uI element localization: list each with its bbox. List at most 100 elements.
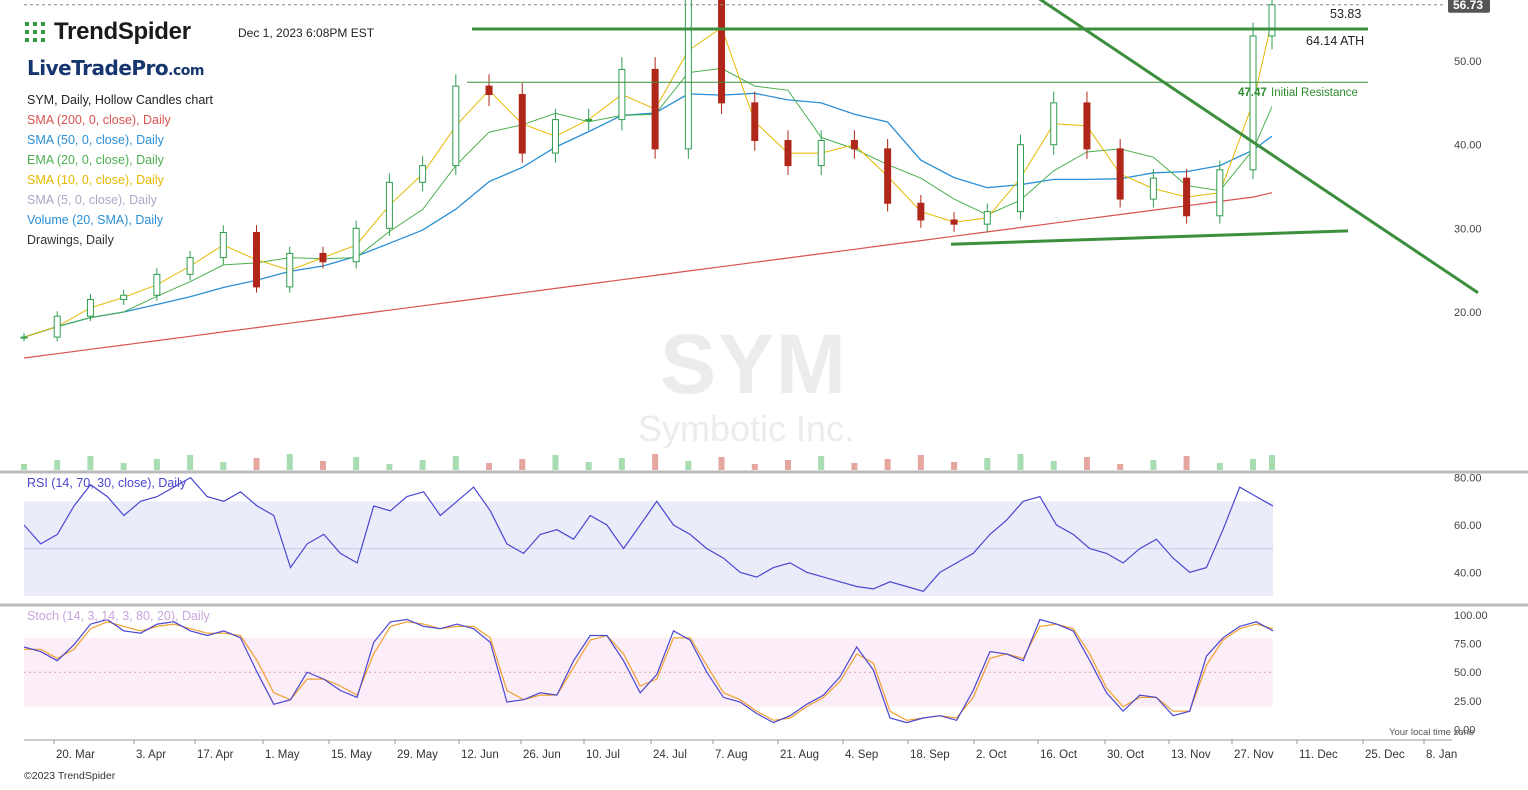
candle[interactable] xyxy=(751,91,759,151)
candle[interactable] xyxy=(452,74,460,176)
candle[interactable] xyxy=(1183,169,1191,224)
volume-bar xyxy=(452,456,459,470)
indicator-sma5[interactable]: SMA (5, 0, close), Daily xyxy=(27,193,157,207)
price-tick-label: 50.00 xyxy=(1454,56,1482,68)
price-tick-label: 40.00 xyxy=(1454,140,1482,152)
candle-body xyxy=(1249,35,1257,171)
candle[interactable] xyxy=(983,203,991,232)
stoch-title[interactable]: Stoch (14, 3, 14, 3, 80, 20), Daily xyxy=(27,609,210,623)
x-tick-label: 3. Apr xyxy=(136,749,166,761)
candle[interactable] xyxy=(253,225,261,293)
candle[interactable] xyxy=(718,0,726,115)
candle[interactable] xyxy=(784,130,792,176)
indicator-ema20[interactable]: EMA (20, 0, close), Daily xyxy=(27,153,164,167)
volume-bar xyxy=(54,460,61,470)
x-tick-label: 1. May xyxy=(265,749,300,761)
candle[interactable] xyxy=(120,289,128,305)
candle[interactable] xyxy=(385,173,393,236)
candle[interactable] xyxy=(419,156,427,192)
candle[interactable] xyxy=(1083,91,1091,159)
candle[interactable] xyxy=(1216,160,1224,224)
candle[interactable] xyxy=(485,74,493,107)
indicator-legend: SYM, Daily, Hollow Candles chart SMA (20… xyxy=(27,90,213,250)
candle[interactable] xyxy=(53,311,61,342)
volume-bar xyxy=(353,457,360,470)
candle-body xyxy=(884,148,892,204)
candle-body xyxy=(784,140,792,167)
stoch-tick-label: 0.00 xyxy=(1454,725,1475,737)
sma200-line xyxy=(23,192,1273,359)
volume-bar xyxy=(1150,460,1157,470)
candle[interactable] xyxy=(286,246,294,293)
candle[interactable] xyxy=(585,108,593,131)
candle[interactable] xyxy=(319,246,327,269)
rising-trendline xyxy=(950,229,1349,246)
candle-body xyxy=(718,0,726,104)
x-tick-label: 7. Aug xyxy=(715,749,748,761)
rsi-tick-label: 40.00 xyxy=(1454,567,1482,579)
candle[interactable] xyxy=(219,225,227,265)
candle-body xyxy=(751,102,759,142)
x-tick-label: 16. Oct xyxy=(1040,749,1078,761)
indicator-sma10[interactable]: SMA (10, 0, close), Daily xyxy=(27,173,164,187)
level-note-47: Initial Resistance xyxy=(1271,87,1358,99)
candle[interactable] xyxy=(1149,169,1157,208)
volume-bar xyxy=(1269,455,1275,470)
candle[interactable] xyxy=(352,220,360,269)
candle-body xyxy=(551,119,559,154)
candle-body xyxy=(20,336,28,339)
candle-body xyxy=(1050,102,1058,146)
indicator-sma200[interactable]: SMA (200, 0, close), Daily xyxy=(27,113,171,127)
volume-bar xyxy=(917,455,924,470)
rsi-title[interactable]: RSI (14, 70, 30, close), Daily xyxy=(27,476,187,490)
volume-bar xyxy=(1117,464,1124,470)
volume-bar xyxy=(286,454,293,470)
candle-body xyxy=(585,119,593,122)
price-tick-label: 30.00 xyxy=(1454,223,1482,235)
candle[interactable] xyxy=(651,57,659,159)
last-price-badge xyxy=(1448,0,1490,13)
candle[interactable] xyxy=(186,250,194,281)
x-tick-label: 26. Jun xyxy=(523,749,561,761)
candle-body xyxy=(385,181,393,229)
volume-bar xyxy=(1216,463,1223,470)
brand-name: TrendSpider xyxy=(54,18,191,45)
level-label-47: 47.47 xyxy=(1238,87,1267,99)
candle-body xyxy=(817,140,825,167)
candle[interactable] xyxy=(817,130,825,176)
watermark-site: LiveTradePro xyxy=(27,56,169,80)
candle[interactable] xyxy=(850,130,858,159)
candle[interactable] xyxy=(551,108,559,163)
candle[interactable] xyxy=(1268,0,1276,50)
candle[interactable] xyxy=(20,332,28,342)
copyright: ©2023 TrendSpider xyxy=(24,770,116,782)
chart-description[interactable]: SYM, Daily, Hollow Candles chart xyxy=(27,93,213,107)
candle[interactable] xyxy=(153,268,161,301)
volume-bar xyxy=(253,458,260,470)
candle[interactable] xyxy=(618,57,626,131)
candle[interactable] xyxy=(917,194,925,228)
candle-body xyxy=(1083,102,1091,150)
candle-body xyxy=(286,252,294,288)
indicator-volume[interactable]: Volume (20, SMA), Daily xyxy=(27,213,164,227)
candle[interactable] xyxy=(684,0,692,159)
candle[interactable] xyxy=(86,294,94,322)
brand-logo: TrendSpider xyxy=(22,18,191,46)
candle[interactable] xyxy=(1050,91,1058,155)
x-tick-label: 11. Dec xyxy=(1299,749,1338,761)
candle[interactable] xyxy=(1249,22,1257,180)
candle[interactable] xyxy=(950,212,958,232)
candle[interactable] xyxy=(1017,134,1025,220)
volume-bar xyxy=(220,462,227,470)
indicator-drawings[interactable]: Drawings, Daily xyxy=(27,233,114,247)
candle[interactable] xyxy=(1116,138,1124,208)
volume-bar xyxy=(519,459,526,470)
volume-bar xyxy=(951,462,958,470)
indicator-sma50[interactable]: SMA (50, 0, close), Daily xyxy=(27,133,164,147)
candle[interactable] xyxy=(518,82,526,163)
candle[interactable] xyxy=(884,138,892,212)
volume-bar xyxy=(984,458,991,470)
volume-bar xyxy=(585,462,592,470)
candle-body xyxy=(86,298,94,317)
